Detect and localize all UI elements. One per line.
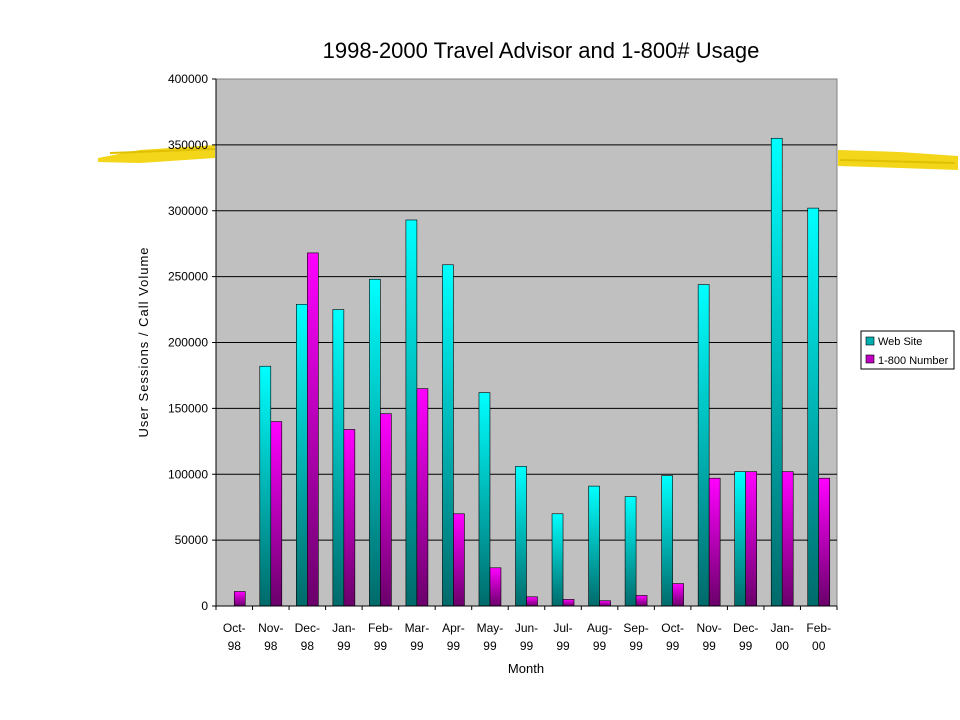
bar-web-site-feb99	[369, 278, 381, 607]
x-tick-label: Nov-	[258, 621, 283, 635]
legend-swatch-1-800-number	[865, 354, 875, 364]
x-tick-label: 99	[374, 639, 388, 653]
bar-1-800-number-feb99	[380, 413, 392, 607]
x-tick-label: Oct-	[661, 621, 684, 635]
x-tick-label: Nov-	[696, 621, 721, 635]
bar-1-800-number-dec98	[307, 252, 319, 607]
x-tick-label: 99	[593, 639, 607, 653]
x-tick-label: Jan-	[771, 621, 794, 635]
bar-web-site-jun99	[515, 466, 527, 607]
bar-1-800-number-oct99	[672, 583, 684, 607]
bar-1-800-number-sep99	[635, 595, 648, 607]
x-tick-label: Sep-	[623, 621, 648, 635]
x-tick-label: Feb-	[806, 621, 831, 635]
bar-1-800-number-jan00	[781, 471, 794, 607]
x-tick-label: 99	[447, 639, 461, 653]
bar-web-site-sep99	[624, 496, 637, 607]
bar-web-site-mar99	[405, 219, 418, 607]
legend-label-1-800-number: 1-800 Number	[878, 355, 949, 367]
y-tick-label: 100000	[168, 467, 208, 481]
gridlines	[216, 144, 837, 541]
y-tick-label: 350000	[168, 138, 208, 152]
y-tick-label: 150000	[168, 401, 208, 415]
y-tick-label: 0	[201, 599, 208, 613]
y-tick-label: 250000	[168, 270, 208, 284]
bar-web-site-nov98	[259, 365, 272, 607]
bar-web-site-dec98	[296, 303, 308, 607]
x-tick-label: Feb-	[368, 621, 393, 635]
bar-web-site-nov99	[697, 284, 710, 607]
x-axis-title: Month	[508, 661, 544, 676]
bar-1-800-number-jun99	[526, 596, 538, 607]
x-tick-label: Jan-	[332, 621, 355, 635]
y-axis-ticks: 0 50000 100000 150000 200000 250000 300000 3500…	[168, 72, 216, 613]
bar-1-800-number-nov98	[270, 421, 283, 607]
highlighter-stroke-right	[838, 150, 958, 170]
y-tick-label: 50000	[175, 533, 209, 547]
highlighter-stroke-left	[98, 145, 216, 163]
bar-1-800-number-may99	[489, 567, 502, 607]
x-tick-label: 00	[812, 639, 826, 653]
x-tick-label: 00	[776, 639, 790, 653]
bar-web-site-feb00	[807, 207, 820, 607]
x-tick-label: Aug-	[587, 621, 612, 635]
bar-1-800-number-dec99	[745, 471, 757, 607]
x-tick-label: 99	[410, 639, 424, 653]
x-tick-label: 98	[264, 639, 278, 653]
bar-1-800-number-aug99	[599, 600, 611, 607]
bar-web-site-apr99	[442, 264, 454, 607]
x-tick-label: Jun-	[515, 621, 538, 635]
bars	[233, 137, 831, 607]
x-tick-label: 99	[337, 639, 351, 653]
x-tick-label: 99	[666, 639, 680, 653]
bar-1-800-number-feb00	[818, 477, 831, 607]
bar-web-site-aug99	[588, 485, 600, 607]
legend-label-web-site: Web Site	[878, 336, 922, 348]
x-tick-label: 99	[739, 639, 753, 653]
bar-web-site-jul99	[551, 513, 564, 607]
x-tick-label: Jul-	[553, 621, 572, 635]
bar-web-site-may99	[478, 392, 491, 607]
y-axis-title: User Sessions / Call Volume	[136, 246, 151, 437]
x-tick-label: Mar-	[405, 621, 430, 635]
chart-title: 1998-2000 Travel Advisor and 1-800# Usag…	[323, 38, 760, 63]
y-tick-label: 300000	[168, 204, 208, 218]
x-tick-label: Dec-	[733, 621, 758, 635]
bar-1-800-number-oct98	[233, 591, 246, 607]
x-tick-label: Dec-	[295, 621, 320, 635]
bar-1-800-number-jan99	[343, 429, 356, 607]
x-tick-label: 98	[228, 639, 242, 653]
y-tick-label: 400000	[168, 72, 208, 86]
legend: Web Site 1-800 Number	[860, 330, 955, 370]
bar-web-site-jan99	[332, 309, 345, 607]
bar-web-site-dec99	[734, 471, 746, 607]
x-tick-label: 99	[556, 639, 570, 653]
bar-1-800-number-jul99	[562, 599, 575, 607]
x-tick-label: May-	[477, 621, 504, 635]
x-tick-label: Apr-	[442, 621, 465, 635]
legend-swatch-web-site	[865, 336, 875, 346]
bar-1-800-number-nov99	[708, 477, 721, 607]
y-tick-label: 200000	[168, 336, 208, 350]
bar-web-site-jan00	[770, 137, 783, 607]
x-tick-label: 98	[301, 639, 315, 653]
x-tick-label: 99	[702, 639, 716, 653]
bar-1-800-number-mar99	[416, 388, 429, 607]
x-axis-ticks: Oct- 98 Nov- 98 Dec- 98 Jan- 99 Feb- 99 Mar- 99 Apr-…	[215, 606, 838, 653]
x-tick-label: Oct-	[223, 621, 246, 635]
legend-box	[860, 330, 955, 370]
x-tick-label: 99	[520, 639, 534, 653]
bar-1-800-number-apr99	[453, 513, 465, 607]
x-tick-label: 99	[629, 639, 643, 653]
bar-web-site-oct99	[661, 475, 673, 607]
x-tick-label: 99	[483, 639, 497, 653]
